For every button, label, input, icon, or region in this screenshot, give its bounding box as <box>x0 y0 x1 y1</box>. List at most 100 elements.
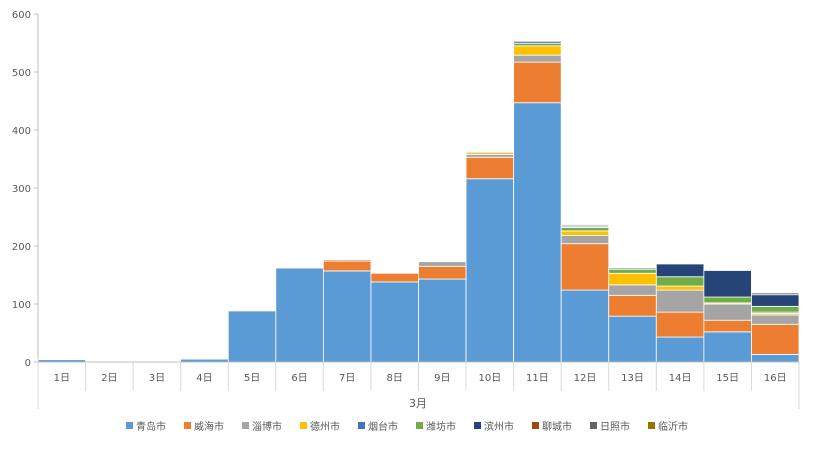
legend-swatch <box>532 422 539 429</box>
bar-segment <box>703 296 752 304</box>
legend-swatch <box>126 422 133 429</box>
bar-segment <box>608 267 657 270</box>
bar-segment <box>370 281 419 363</box>
bar-segment <box>751 323 800 355</box>
y-tick-label: 400 <box>12 126 31 137</box>
legend-swatch <box>416 422 423 429</box>
legend-label: 日照市 <box>600 420 630 433</box>
bar-segment <box>703 269 752 298</box>
legend-swatch <box>590 422 597 429</box>
bar-segment <box>703 269 752 271</box>
legend-item: 日照市 <box>590 420 630 433</box>
bar-segment <box>655 285 705 291</box>
x-tick-label: 9日 <box>434 373 450 384</box>
legend-label: 潍坊市 <box>426 420 456 433</box>
legend-label: 聊城市 <box>542 420 572 433</box>
bar-segment <box>322 260 372 272</box>
y-tick-label: 200 <box>12 242 31 253</box>
y-tick-label: 500 <box>12 68 31 79</box>
bar-segment <box>418 261 467 267</box>
bar-segment <box>322 270 372 363</box>
x-tick-label: 10日 <box>478 373 501 384</box>
bar-segment <box>751 305 800 313</box>
legend-item: 烟台市 <box>358 420 398 433</box>
bar-segment <box>608 315 657 363</box>
bar-segment <box>703 303 752 321</box>
legend-label: 烟台市 <box>368 420 398 433</box>
x-tick-label: 2日 <box>101 373 117 384</box>
legend-label: 青岛市 <box>136 420 166 433</box>
bar-segment <box>655 289 705 313</box>
y-tick-label: 0 <box>25 358 31 369</box>
legend-swatch <box>184 422 191 429</box>
x-tick-label: 14日 <box>669 373 692 384</box>
legend: 青岛市 威海市 淄博市 德州市 烟台市 潍坊市 滨州市 聊城市 日照市 临沂市 <box>126 420 688 433</box>
x-tick-label: 13日 <box>621 373 644 384</box>
x-tick-label: 16日 <box>764 373 787 384</box>
bar-segment <box>751 314 800 325</box>
bar-segment <box>418 278 467 363</box>
x-tick-label: 12日 <box>574 373 597 384</box>
legend-label: 临沂市 <box>658 420 688 433</box>
legend-label: 威海市 <box>194 420 224 433</box>
y-axis: 0 100 200 300 400 500 600 <box>12 10 39 369</box>
bar-segment <box>513 45 562 56</box>
bar-segment <box>513 39 562 42</box>
legend-item: 临沂市 <box>648 420 688 433</box>
bar-segment <box>655 311 705 338</box>
y-tick-label: 100 <box>12 300 31 311</box>
x-tick-label: 1日 <box>54 373 70 384</box>
bar-segment <box>418 260 467 263</box>
bar-segment <box>655 263 705 278</box>
bar-segment <box>513 54 562 63</box>
bar-segment <box>751 294 800 307</box>
bar-segment <box>703 319 752 333</box>
bar-segment <box>703 331 752 363</box>
y-tick-label: 300 <box>12 184 31 195</box>
x-tick-label: 5日 <box>244 373 260 384</box>
x-tick-label: 11日 <box>526 373 549 384</box>
legend-item: 潍坊市 <box>416 420 456 433</box>
bar-segment <box>465 178 515 363</box>
bar-segment <box>560 224 610 227</box>
bar-segment <box>608 268 657 274</box>
bars-group <box>37 39 800 363</box>
bar-segment <box>751 292 800 296</box>
bar-segment <box>655 276 705 287</box>
bar-segment <box>560 230 610 236</box>
x-tick-label: 8日 <box>387 373 403 384</box>
bar-segment <box>275 267 324 363</box>
bar-segment <box>465 156 515 180</box>
y-tick-label: 600 <box>12 10 31 21</box>
bar-segment <box>608 284 657 296</box>
bar-segment <box>751 354 800 363</box>
bar-segment <box>560 243 610 291</box>
x-tick-label: 3日 <box>149 373 165 384</box>
x-tick-label: 15日 <box>716 373 739 384</box>
x-tick-label: 6日 <box>291 373 307 384</box>
bar-segment <box>370 272 419 283</box>
bar-segment <box>560 289 610 363</box>
legend-item: 德州市 <box>300 420 340 433</box>
bar-segment <box>227 310 277 363</box>
legend-swatch <box>300 422 307 429</box>
bar-segment <box>465 149 515 152</box>
legend-swatch <box>358 422 365 429</box>
legend-item: 聊城市 <box>532 420 572 433</box>
legend-item: 滨州市 <box>474 420 514 433</box>
legend-swatch <box>474 422 481 429</box>
bar-segment <box>655 336 705 363</box>
legend-swatch <box>242 422 249 429</box>
bar-segment <box>608 294 657 317</box>
legend-label: 滨州市 <box>484 420 514 433</box>
legend-swatch <box>648 422 655 429</box>
x-tick-label: 4日 <box>196 373 212 384</box>
bar-segment <box>560 235 610 245</box>
legend-item: 青岛市 <box>126 420 166 433</box>
legend-item: 威海市 <box>184 420 224 433</box>
bar-segment <box>418 265 467 280</box>
bar-segment <box>465 153 515 158</box>
bar-segment <box>608 272 657 286</box>
